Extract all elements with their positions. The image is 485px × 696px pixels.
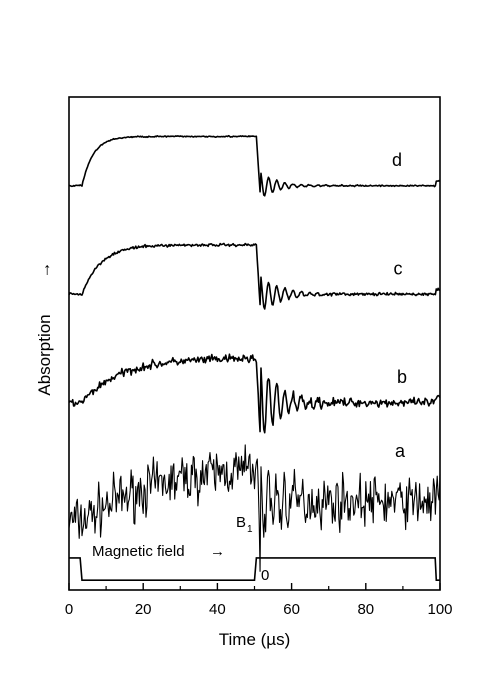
x-tick-label-40: 40: [209, 601, 226, 618]
series-line-c: [68, 242, 441, 310]
x-axis-label: Time (µs): [219, 630, 291, 649]
magnetic-field-trace: [69, 557, 440, 581]
series-line-a: [68, 444, 441, 572]
series-label-c: c: [394, 258, 403, 278]
series-label-d: d: [392, 150, 402, 170]
x-tick-label-100: 100: [427, 601, 452, 618]
magnetic-field-label: Magnetic field: [92, 543, 185, 560]
x-tick-label-60: 60: [283, 601, 300, 618]
series-label-b: b: [397, 367, 407, 387]
x-tick-label-20: 20: [135, 601, 152, 618]
x-tick-label-0: 0: [65, 601, 73, 618]
field-high-label: B: [236, 514, 246, 531]
series-labels: a b c d: [392, 150, 407, 461]
x-tick-label-80: 80: [357, 601, 374, 618]
y-axis-arrow: →: [35, 262, 54, 279]
axis-layer: 0 20 40 60 80 100 Time (µs) Absorption →: [35, 262, 453, 650]
series-layer: [68, 134, 441, 572]
field-layer: Magnetic field → B 1 0: [69, 514, 440, 584]
series-label-a: a: [395, 441, 406, 461]
series-line-d: [68, 134, 441, 197]
magnetic-field-arrow: →: [210, 543, 225, 560]
field-high-subscript: 1: [247, 524, 253, 535]
field-low-label: 0: [261, 567, 269, 584]
y-axis-label: Absorption: [35, 314, 54, 395]
series-line-b: [68, 353, 441, 434]
